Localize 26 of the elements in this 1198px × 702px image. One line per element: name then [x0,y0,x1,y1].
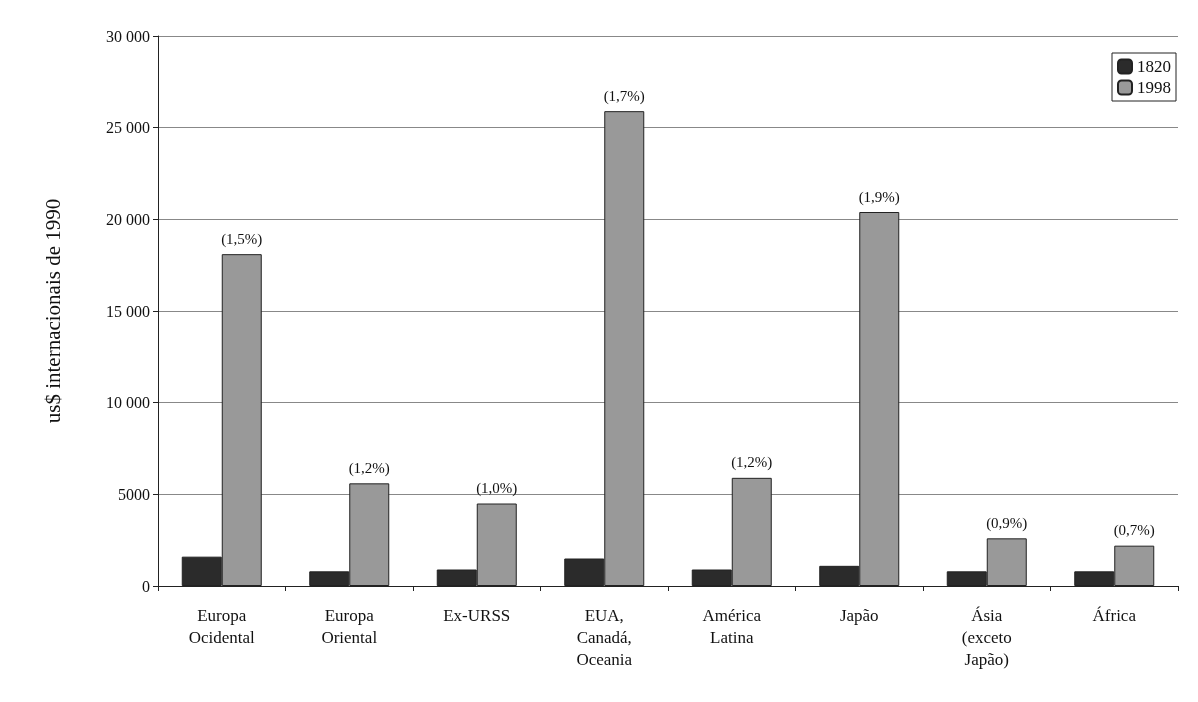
annotation: (1,2%) [348,459,390,477]
y-tick-label: 5000 [118,485,150,503]
y-tick-label: 15 000 [106,302,150,320]
y-axis-title: us$ internacionais de 1990 [40,198,65,424]
y-tick-label: 30 000 [106,27,150,45]
x-tick-label: Europa Oriental [321,605,378,647]
y-tick-label: 0 [142,577,150,595]
x-tick-label: Ásia (exceto Japão) [961,605,1012,669]
x-tick-label: América Latina [702,605,762,647]
annotation: (0,9%) [986,514,1028,532]
annotation: (1,0%) [476,480,518,497]
y-tick-label: 25 000 [106,119,150,137]
x-tick-label: Japão [839,605,879,625]
annotation: (1,5%) [221,230,263,248]
x-tick-label: África [1092,605,1137,625]
legend-label: 1820 [1137,57,1171,76]
annotation: (0,7%) [1113,522,1155,540]
legend-label: 1998 [1137,78,1171,97]
x-tick-label: Ex-URSS [443,605,511,625]
x-tick-label: Europa Ocidental [188,605,256,647]
x-tick-label: EUA, Canadá, Oceania [576,605,633,669]
y-tick-label: 10 000 [106,394,150,412]
annotation: (1,7%) [603,87,645,105]
y-tick-label: 20 000 [106,210,150,228]
annotation: (1,9%) [858,188,900,206]
annotation: (1,2%) [731,454,773,472]
